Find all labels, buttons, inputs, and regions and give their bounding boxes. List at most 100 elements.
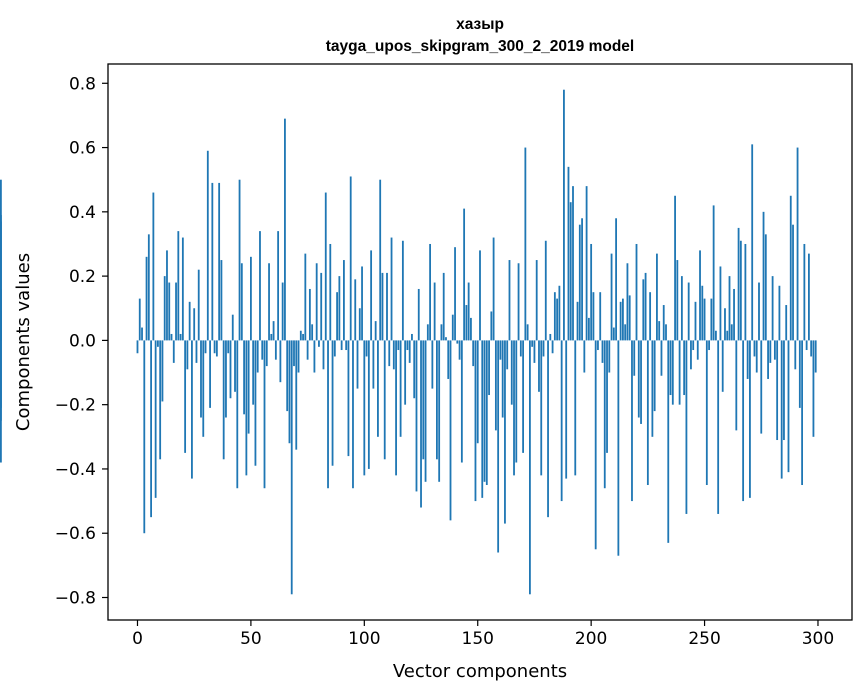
bar bbox=[313, 340, 316, 373]
y-tick-label: −0.4 bbox=[55, 460, 96, 480]
bar bbox=[592, 292, 595, 341]
bar bbox=[624, 324, 627, 341]
bar bbox=[143, 340, 146, 534]
bar bbox=[297, 340, 300, 373]
bar bbox=[308, 288, 311, 341]
bar bbox=[771, 276, 774, 341]
bar bbox=[667, 340, 670, 543]
bar bbox=[184, 340, 187, 453]
bar bbox=[567, 166, 570, 341]
bar bbox=[674, 195, 676, 341]
bar bbox=[231, 314, 234, 341]
bar bbox=[553, 292, 556, 341]
bar bbox=[751, 144, 754, 341]
y-tick-label: 0.0 bbox=[69, 331, 96, 351]
bar bbox=[236, 340, 239, 489]
bar bbox=[749, 340, 751, 498]
bar bbox=[343, 260, 345, 341]
bar bbox=[569, 202, 572, 341]
bar bbox=[628, 295, 631, 341]
bar bbox=[150, 340, 152, 518]
bar bbox=[340, 340, 343, 351]
bar bbox=[783, 340, 785, 441]
bar bbox=[633, 340, 636, 376]
bar bbox=[159, 340, 162, 460]
bar bbox=[773, 340, 776, 360]
bar bbox=[329, 243, 332, 341]
bar bbox=[715, 330, 717, 341]
bar bbox=[583, 340, 586, 373]
bar bbox=[708, 340, 710, 351]
bar bbox=[356, 340, 359, 389]
bar bbox=[739, 240, 742, 341]
bar bbox=[699, 250, 701, 341]
bar bbox=[354, 279, 357, 341]
bar bbox=[542, 340, 545, 357]
bar bbox=[442, 272, 445, 341]
bar bbox=[463, 208, 466, 341]
bar bbox=[526, 324, 529, 341]
bar bbox=[560, 340, 563, 502]
bar bbox=[481, 340, 484, 498]
bar bbox=[370, 250, 373, 341]
bar bbox=[585, 186, 588, 341]
bar bbox=[724, 308, 726, 341]
bar bbox=[0, 340, 2, 463]
bar bbox=[476, 340, 479, 444]
bar bbox=[229, 340, 232, 399]
bar bbox=[277, 231, 280, 341]
bar bbox=[404, 340, 407, 405]
bar bbox=[778, 285, 781, 341]
bar bbox=[762, 211, 765, 341]
bar bbox=[172, 340, 175, 363]
bar bbox=[433, 282, 436, 341]
bar bbox=[612, 327, 615, 341]
bar bbox=[401, 240, 404, 341]
bar bbox=[191, 340, 193, 479]
bar bbox=[383, 340, 386, 460]
x-axis-ticks: 0 50 100 150 200 250 300 bbox=[132, 620, 834, 649]
bar bbox=[590, 243, 593, 341]
bar bbox=[703, 298, 706, 341]
bar bbox=[272, 321, 275, 341]
bar bbox=[665, 324, 667, 341]
bar bbox=[209, 340, 211, 408]
bar bbox=[576, 301, 579, 341]
bar bbox=[474, 340, 477, 502]
bar bbox=[424, 340, 427, 482]
bar bbox=[372, 340, 375, 389]
bar bbox=[460, 340, 463, 463]
bar bbox=[240, 263, 243, 341]
bar bbox=[524, 147, 527, 341]
bar bbox=[637, 340, 640, 418]
bar bbox=[760, 340, 763, 434]
bar bbox=[610, 253, 613, 341]
bar bbox=[352, 340, 354, 489]
bar bbox=[594, 340, 597, 550]
bar bbox=[694, 301, 697, 341]
bar bbox=[374, 321, 377, 341]
bar bbox=[680, 276, 683, 341]
bar bbox=[429, 243, 431, 341]
bar bbox=[193, 308, 196, 341]
bar bbox=[608, 340, 611, 373]
bar bbox=[147, 234, 150, 341]
bar bbox=[363, 340, 366, 476]
bar bbox=[717, 340, 720, 514]
bar bbox=[794, 340, 797, 370]
bar bbox=[603, 340, 606, 489]
bar bbox=[574, 340, 577, 476]
bar bbox=[195, 340, 198, 363]
bar bbox=[349, 176, 352, 341]
bar bbox=[696, 340, 699, 360]
bar bbox=[270, 333, 273, 341]
bar bbox=[163, 276, 166, 341]
y-tick-label: 0.4 bbox=[69, 203, 96, 223]
bar bbox=[179, 333, 182, 341]
bar bbox=[606, 340, 608, 453]
bar bbox=[556, 298, 559, 341]
bar bbox=[529, 340, 531, 595]
bar bbox=[737, 227, 740, 341]
bar bbox=[492, 237, 495, 341]
x-tick-label: 50 bbox=[240, 629, 262, 649]
